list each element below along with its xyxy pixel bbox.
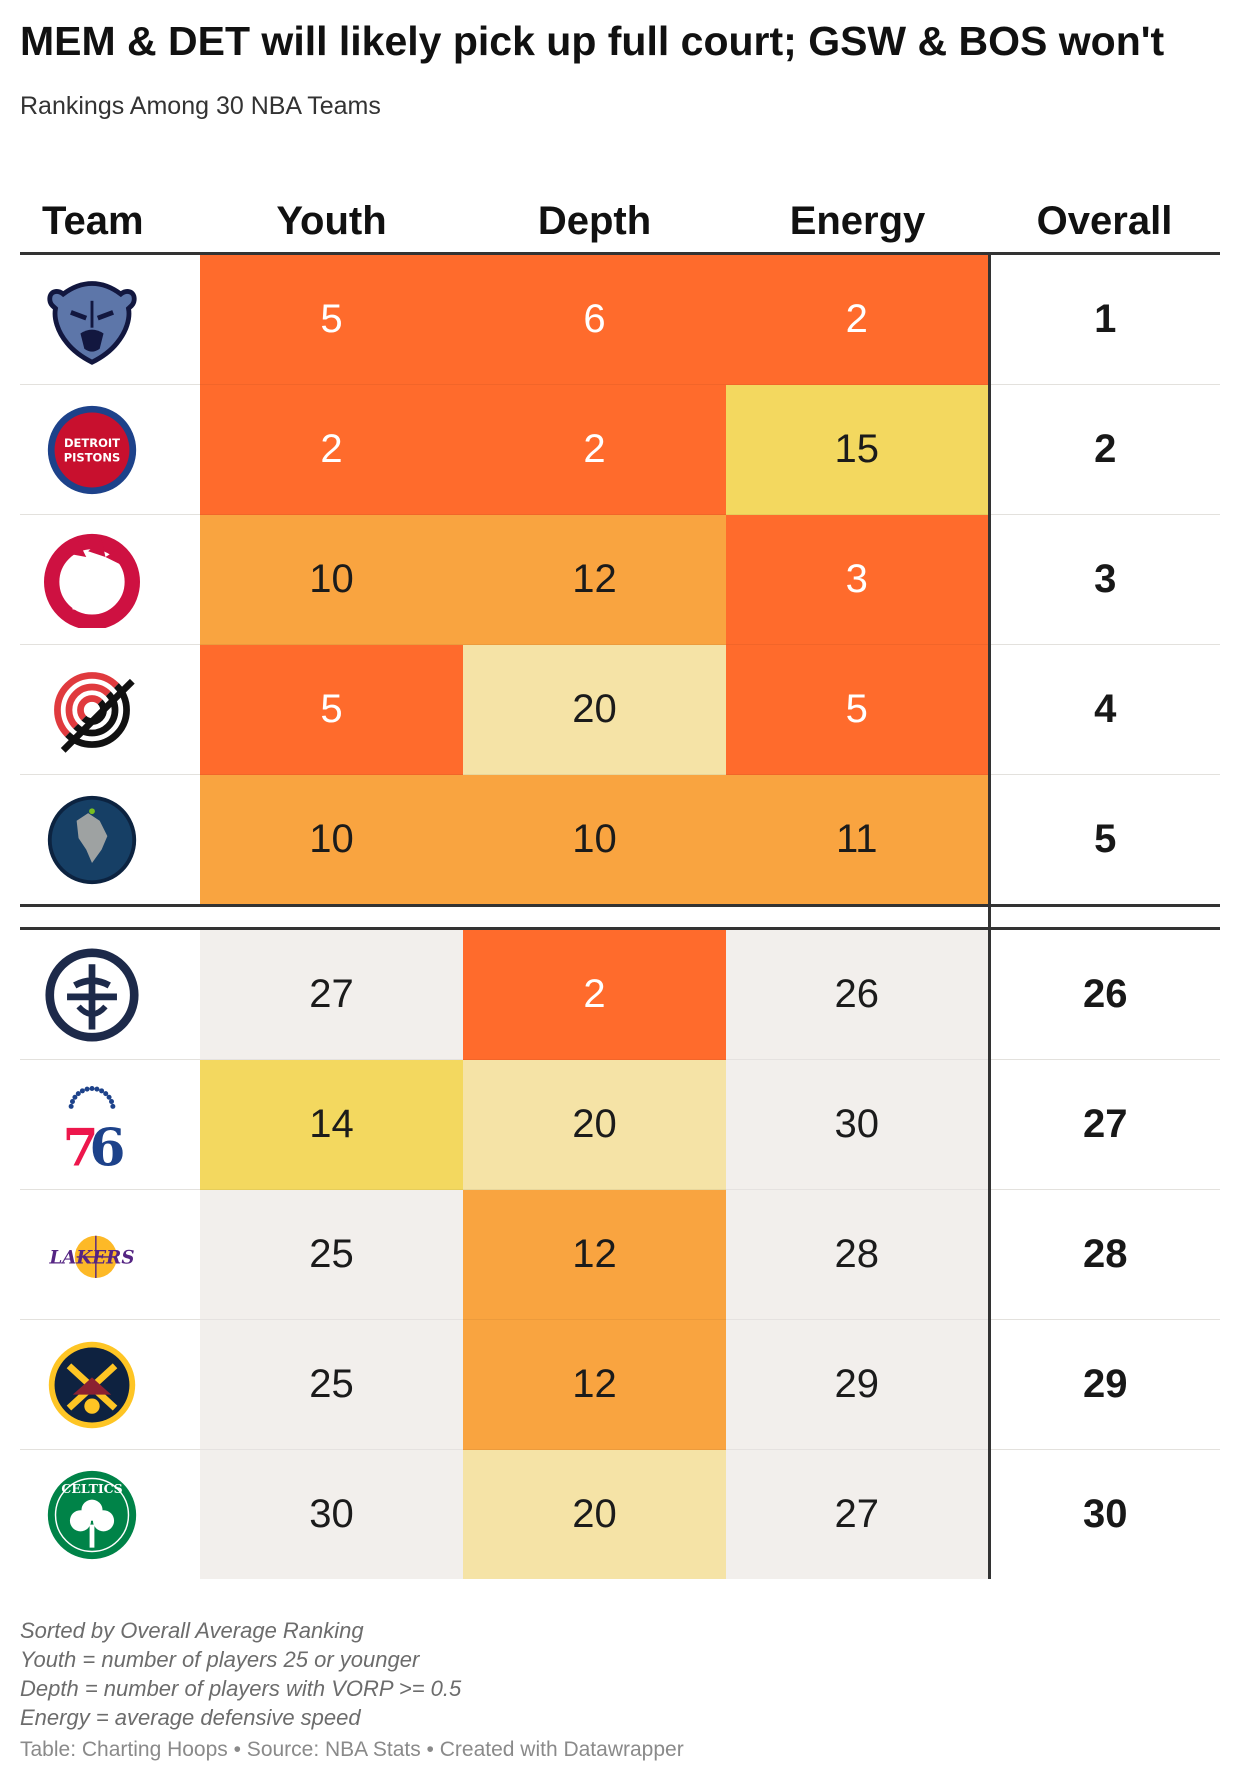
column-header-youth[interactable]: Youth xyxy=(200,160,463,255)
energy-cell: 30 xyxy=(726,1059,989,1190)
youth-cell: 14 xyxy=(200,1059,463,1190)
overall-cell: 3 xyxy=(987,514,1220,645)
table-row: 27 2 26 26 xyxy=(20,928,1220,1060)
svg-text:LAKERS: LAKERS xyxy=(48,1247,134,1268)
overall-cell: 4 xyxy=(987,644,1220,775)
table-row: LAKERS 25 12 28 28 xyxy=(20,1189,1220,1320)
source-credit: Table: Charting Hoops • Source: NBA Stat… xyxy=(20,1738,684,1761)
footnote-sort: Sorted by Overall Average Ranking xyxy=(20,1618,364,1643)
team-cell: CELTICS xyxy=(20,1450,200,1580)
energy-cell: 27 xyxy=(726,1449,989,1579)
energy-cell: 3 xyxy=(726,514,989,645)
team-cell xyxy=(20,253,200,385)
youth-cell: 10 xyxy=(200,514,463,645)
team-cell xyxy=(20,774,200,906)
depth-cell: 12 xyxy=(463,1319,726,1450)
team-cell xyxy=(20,1319,200,1450)
energy-cell: 2 xyxy=(726,253,989,385)
group-separator xyxy=(20,904,1220,930)
overall-cell: 30 xyxy=(987,1449,1220,1579)
youth-cell: 25 xyxy=(200,1319,463,1450)
trail-blazers-logo xyxy=(54,671,135,753)
depth-cell: 12 xyxy=(463,514,726,645)
youth-cell: 27 xyxy=(200,928,463,1060)
depth-cell: 12 xyxy=(463,1189,726,1320)
youth-cell: 5 xyxy=(200,644,463,775)
depth-cell: 2 xyxy=(463,384,726,515)
depth-cell: 6 xyxy=(463,253,726,385)
team-cell: LAKERS xyxy=(20,1189,200,1320)
lakers-logo: LAKERS xyxy=(48,1235,135,1278)
youth-cell: 5 xyxy=(200,253,463,385)
energy-cell: 29 xyxy=(726,1319,989,1450)
separator-cell xyxy=(987,904,1220,930)
chart-subtitle: Rankings Among 30 NBA Teams xyxy=(20,92,381,120)
separator-cell xyxy=(200,904,463,930)
timberwolves-logo xyxy=(47,795,137,884)
separator-cell xyxy=(463,904,726,930)
svg-text:6: 6 xyxy=(89,1117,125,1173)
overall-cell: 2 xyxy=(987,384,1220,515)
svg-text:PISTONS: PISTONS xyxy=(64,450,121,464)
footnote-energy: Energy = average defensive speed xyxy=(20,1705,361,1730)
celtics-logo: CELTICS xyxy=(47,1470,137,1559)
separator-cell xyxy=(20,904,200,930)
team-cell xyxy=(20,644,200,775)
table-row: DETROIT PISTONS 2 2 15 2 xyxy=(20,384,1220,515)
column-header-overall[interactable]: Overall xyxy=(989,160,1220,255)
depth-cell: 20 xyxy=(463,644,726,775)
table-row: CELTICS 30 20 27 30 xyxy=(20,1449,1220,1580)
svg-text:7: 7 xyxy=(62,1117,98,1173)
svg-text:DETROIT: DETROIT xyxy=(64,436,120,450)
svg-text:CELTICS: CELTICS xyxy=(61,1480,122,1495)
table-row: 7 6 14 20 30 27 xyxy=(20,1059,1220,1190)
header-row: Team Youth Depth Energy Overall xyxy=(20,160,1220,255)
column-header-team[interactable]: Team xyxy=(20,160,200,255)
energy-cell: 15 xyxy=(726,384,989,515)
nuggets-logo xyxy=(48,1341,136,1428)
depth-cell: 2 xyxy=(463,928,726,1060)
table-body: 5 6 2 1 DETROIT PISTONS 2 2 15 2 10 12 3 3 5 20 5 4 10 10 11… xyxy=(20,253,1220,1580)
warriors-logo xyxy=(45,947,139,1042)
table-row: 10 12 3 3 xyxy=(20,514,1220,645)
overall-cell: 1 xyxy=(987,253,1220,385)
overall-cell: 27 xyxy=(987,1059,1220,1190)
depth-cell: 10 xyxy=(463,774,726,906)
overall-cell: 26 xyxy=(987,928,1220,1060)
youth-cell: 10 xyxy=(200,774,463,906)
youth-cell: 25 xyxy=(200,1189,463,1320)
rankings-table: Team Youth Depth Energy Overall 5 6 2 1 DETR… xyxy=(20,160,1220,1579)
footnotes: Sorted by Overall Average Ranking Youth … xyxy=(20,1616,461,1732)
youth-cell: 2 xyxy=(200,384,463,515)
table-row: 5 20 5 4 xyxy=(20,644,1220,775)
depth-cell: 20 xyxy=(463,1449,726,1579)
footnote-depth: Depth = number of players with VORP >= 0… xyxy=(20,1676,462,1701)
youth-cell: 30 xyxy=(200,1449,463,1579)
chart-title: MEM & DET will likely pick up full court… xyxy=(20,18,1165,64)
table-row: 10 10 11 5 xyxy=(20,774,1220,906)
team-cell xyxy=(20,928,200,1060)
overall-cell: 29 xyxy=(987,1319,1220,1450)
grizzlies-logo xyxy=(47,280,137,365)
sixers-logo: 76 xyxy=(62,1085,125,1173)
energy-cell: 11 xyxy=(726,774,989,906)
team-cell xyxy=(20,514,200,645)
separator-cell xyxy=(726,904,989,930)
overall-cell: 5 xyxy=(987,774,1220,906)
column-header-depth[interactable]: Depth xyxy=(463,160,726,255)
energy-cell: 26 xyxy=(726,928,989,1060)
overall-cell: 28 xyxy=(987,1189,1220,1320)
raptors-logo xyxy=(44,533,140,628)
energy-cell: 28 xyxy=(726,1189,989,1320)
team-cell: DETROIT PISTONS xyxy=(20,384,200,515)
column-header-energy[interactable]: Energy xyxy=(726,160,989,255)
energy-cell: 5 xyxy=(726,644,989,775)
table-row: 25 12 29 29 xyxy=(20,1319,1220,1450)
footnote-youth: Youth = number of players 25 or younger xyxy=(20,1647,420,1672)
depth-cell: 20 xyxy=(463,1059,726,1190)
